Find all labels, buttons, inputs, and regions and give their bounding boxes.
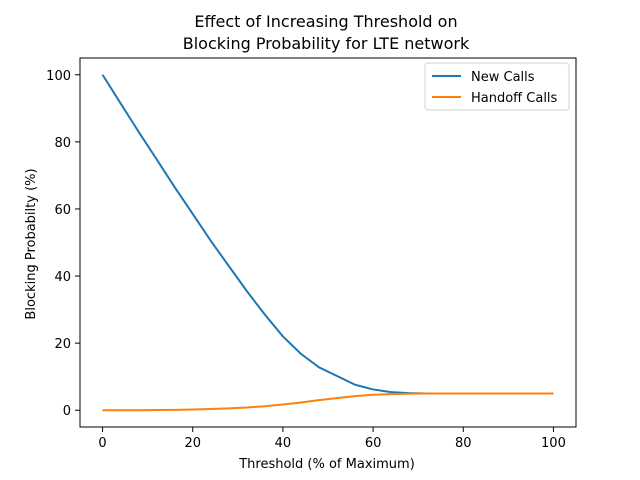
chart-title-line-2: Blocking Probability for LTE network (183, 34, 470, 53)
plot-area (101, 74, 554, 412)
x-tick-label: 80 (455, 436, 472, 451)
y-tick-label: 100 (46, 69, 71, 84)
y-axis-label: Blocking Probabilty (%) (24, 168, 39, 319)
x-tick-label: 0 (98, 436, 106, 451)
x-tick-label: 20 (184, 436, 201, 451)
axis-ticks: 0 20 40 60 80 100 0 20 40 60 80 100 (46, 69, 566, 451)
y-tick-label: 60 (54, 203, 71, 218)
plot-frame (79, 57, 577, 428)
y-tick-label: 80 (54, 136, 71, 151)
x-axis-label: Threshold (% of Maximum) (238, 457, 415, 472)
y-tick-label: 40 (54, 270, 71, 285)
legend-label-new-calls: New Calls (471, 70, 535, 85)
x-tick-label: 100 (541, 436, 566, 451)
series-line-handoff-calls (102, 392, 554, 412)
y-tick-label: 0 (63, 404, 71, 419)
legend-label-handoff-calls: Handoff Calls (471, 91, 558, 106)
legend-box (424, 62, 570, 111)
y-tick-label: 20 (54, 337, 71, 352)
legend: New Calls Handoff Calls (424, 62, 570, 111)
chart-title-line-1: Effect of Increasing Threshold on (194, 12, 457, 31)
x-tick-label: 60 (365, 436, 382, 451)
x-tick-label: 40 (275, 436, 292, 451)
